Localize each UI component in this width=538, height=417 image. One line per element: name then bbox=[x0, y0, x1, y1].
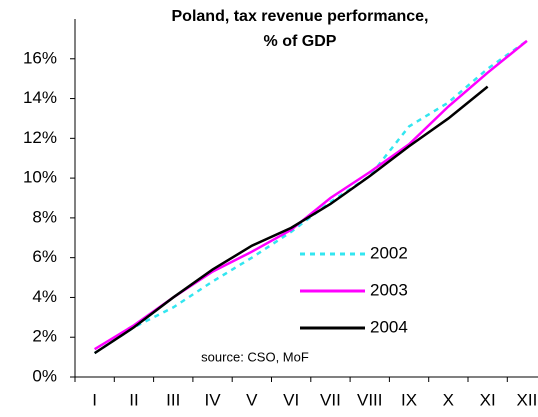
legend-label: 2002 bbox=[370, 243, 408, 262]
x-tick-label: V bbox=[246, 390, 258, 409]
x-tick-label: VI bbox=[283, 390, 299, 409]
y-tick-label: 6% bbox=[32, 247, 57, 266]
y-tick-label: 16% bbox=[23, 48, 57, 67]
y-tick-label: 2% bbox=[32, 327, 57, 346]
x-tick-label: XII bbox=[517, 390, 538, 409]
x-tick-label: IV bbox=[205, 390, 222, 409]
annotation: source: CSO, MoF bbox=[201, 349, 309, 364]
series-line bbox=[93, 39, 528, 355]
x-tick-label: X bbox=[443, 390, 454, 409]
x-tick-label: XI bbox=[480, 390, 496, 409]
y-tick-label: 14% bbox=[23, 88, 57, 107]
y-tick-label: 8% bbox=[32, 207, 57, 226]
legend-label: 2004 bbox=[370, 317, 408, 336]
y-tick-label: 4% bbox=[32, 287, 57, 306]
y-tick-label: 10% bbox=[23, 168, 57, 187]
x-tick-label: VIII bbox=[357, 390, 383, 409]
y-tick-label: 0% bbox=[32, 366, 57, 385]
legend-label: 2003 bbox=[370, 280, 408, 299]
series-line bbox=[93, 85, 489, 355]
x-tick-label: II bbox=[129, 390, 138, 409]
chart-title: Poland, tax revenue performance, bbox=[172, 8, 429, 25]
x-tick-label: III bbox=[166, 390, 180, 409]
x-tick-label: IX bbox=[401, 390, 417, 409]
x-tick-label: VII bbox=[320, 390, 341, 409]
chart-title: % of GDP bbox=[264, 33, 337, 50]
y-tick-label: 12% bbox=[23, 128, 57, 147]
x-tick-label: I bbox=[92, 390, 97, 409]
